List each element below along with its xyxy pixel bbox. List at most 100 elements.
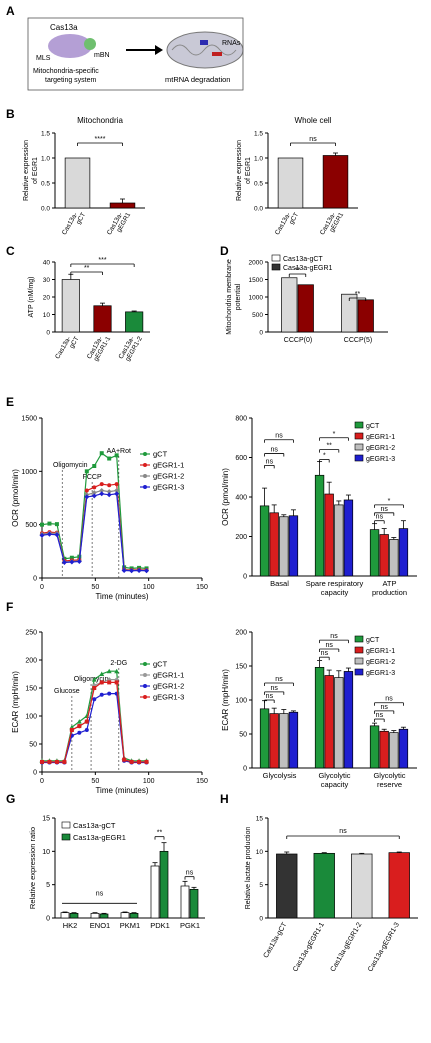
legend-label: Cas13a-gEGR1 [73,833,126,842]
significance-label: ns [266,458,274,465]
data-point [77,724,82,729]
significance-label: ns [339,828,347,835]
x-tick-label: 100 [143,778,155,785]
y-tick-label: 0.5 [41,181,50,188]
data-point [92,485,97,490]
bar [93,305,112,333]
rna-fragment-icon [212,52,222,56]
legend-marker [143,463,147,467]
data-point [92,697,97,702]
data-point [62,759,67,764]
y-tick-label: 5 [259,882,263,889]
panel-letter-h: H [220,792,229,806]
y-axis-label: ECAR (mpH/min) [11,671,20,733]
data-point [69,559,75,565]
panel-letter-d: D [220,244,229,258]
y-tick-label: 20 [43,295,51,302]
bar [343,671,354,769]
data-point [114,482,119,487]
data-point [54,532,60,538]
y-tick-label: 0 [243,766,247,773]
x-tick-label: gCT [68,335,80,349]
x-tick-label: Glycolysis [263,771,297,780]
y-axis-label: OCR (pmol/min) [221,468,230,526]
legend-marker [143,452,147,456]
data-point [114,453,119,458]
bar [343,499,354,577]
bar [324,675,334,769]
rna-fragment-icon [200,40,208,45]
bar [269,512,279,577]
bar [379,534,389,577]
legend-swatch [354,421,364,429]
data-point [114,488,120,494]
mbn-blob [84,38,96,50]
legend-label: gCT [366,637,380,644]
x-tick-label: Spare respiratory [306,579,364,588]
bar [379,730,389,769]
y-tick-label: 0 [33,770,37,777]
data-point [121,568,127,574]
x-tick-label: CCCP(0) [284,337,312,344]
y-tick-label: 150 [235,664,247,671]
y-tick-label: 50 [29,742,37,749]
data-point [84,469,89,474]
significance-label: ns [275,433,283,440]
y-tick-label: 0.0 [254,206,263,213]
bar [351,853,373,919]
bar [398,728,409,769]
legend-swatch [354,635,364,643]
legend-label: gEGR1-1 [153,461,184,470]
y-tick-label: 1.0 [41,156,50,163]
y-tick-label: 1.5 [41,131,50,138]
x-tick-label: 0 [40,778,44,785]
panel-letter-c: C [6,244,15,258]
y-tick-label: 10 [42,849,50,856]
y-tick-label: 1000 [21,469,37,476]
data-point [40,522,44,527]
bar [322,155,349,209]
data-point [107,691,112,696]
data-point [114,668,120,674]
bar [129,912,139,919]
y-axis-label: ECAR (mpH/min) [221,669,230,731]
y-axis-label: Relative expression [236,140,243,201]
data-point [84,488,89,493]
legend-label: gEGR1-2 [153,682,184,691]
legend-label: gEGR1-2 [153,472,184,481]
significance-label: ns [275,676,283,683]
data-point [107,680,112,685]
y-axis-label: Relative expression ratio [28,827,37,909]
significance-label: ** [157,830,163,837]
mls-label: MLS [36,55,51,62]
bar [334,504,344,577]
bar [60,912,70,919]
bar [259,708,270,769]
y-tick-label: 15 [42,816,50,823]
legend-label: Cas13a-gEGR1 [283,265,333,272]
y-tick-label: 40 [43,260,51,267]
data-point [107,456,112,461]
y-axis-label: of EGR1 [245,157,252,184]
significance-label: ns [385,696,393,703]
panel-letter-f: F [6,600,14,614]
chart-title: Mitochondria [77,116,123,125]
y-tick-label: 0 [33,576,37,583]
significance-label: ** [295,267,301,274]
injection-label: Oligomycin [53,462,88,469]
cas13a-label: Cas13a [50,23,78,32]
y-tick-label: 15 [256,816,264,823]
y-axis-label: Relative lactate production [245,827,252,910]
y-tick-label: 2000 [249,260,264,267]
bar [159,850,169,919]
bar [389,539,399,577]
data-point [106,492,112,498]
data-point [107,483,112,488]
bar [279,713,289,769]
bar [388,852,410,919]
x-tick-label: Cas13a-gEGR1-3 [367,921,401,973]
panel-letter-b: B [6,107,15,121]
bar [357,299,374,333]
y-tick-label: 0 [259,330,263,337]
bar [341,293,358,333]
